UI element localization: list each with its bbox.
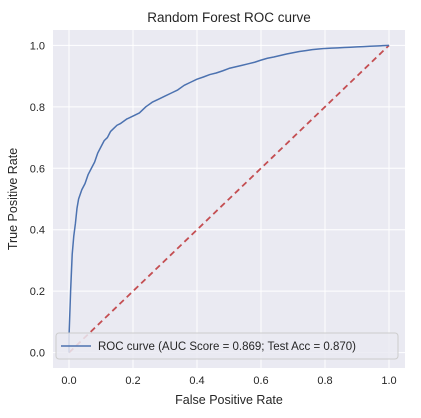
y-tick-label: 0.4 <box>30 225 45 237</box>
chance-diagonal-line <box>68 44 390 354</box>
legend-box <box>55 332 399 360</box>
x-tick-label: 0.0 <box>61 375 76 387</box>
y-tick-labels: 0.0 0.2 0.4 0.6 0.8 1.0 <box>30 40 45 359</box>
series-lines <box>68 44 390 354</box>
x-tick-label: 0.8 <box>317 375 332 387</box>
x-tick-labels: 0.0 0.2 0.4 0.6 0.8 1.0 <box>61 375 396 387</box>
y-tick-label: 0.2 <box>30 286 45 298</box>
y-axis-label: True Positive Rate <box>6 148 20 250</box>
roc-curve-line <box>68 44 390 353</box>
x-axis-label: False Positive Rate <box>175 393 283 407</box>
x-tick-label: 0.4 <box>189 375 204 387</box>
y-tick-label: 1.0 <box>30 40 45 52</box>
legend-label-roc: ROC curve (AUC Score = 0.869; Test Acc =… <box>98 341 356 353</box>
y-tick-label: 0.6 <box>30 163 45 175</box>
x-tick-label: 0.2 <box>125 375 140 387</box>
grid-lines <box>53 30 405 368</box>
x-tick-label: 1.0 <box>381 375 396 387</box>
x-tick-label: 0.6 <box>253 375 268 387</box>
chart-title: Random Forest ROC curve <box>147 10 311 25</box>
legend: ROC curve (AUC Score = 0.869; Test Acc =… <box>55 332 399 360</box>
y-tick-label: 0.8 <box>30 102 45 114</box>
y-tick-label: 0.0 <box>30 348 45 360</box>
